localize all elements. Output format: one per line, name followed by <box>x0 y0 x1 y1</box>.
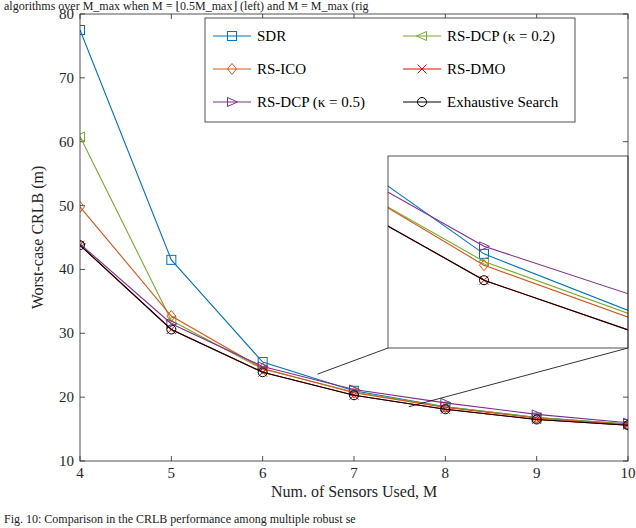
y-tick <box>80 397 85 398</box>
series-marker <box>350 391 359 400</box>
x-axis-label: Num. of Sensors Used, M <box>271 483 437 500</box>
legend-label: RS-DMO <box>447 61 506 77</box>
legend-line <box>403 101 441 102</box>
legend-line <box>403 35 441 36</box>
series-marker <box>167 325 176 334</box>
legend-line <box>213 35 251 36</box>
legend-marker <box>418 65 427 74</box>
x-tick <box>262 456 263 461</box>
y-axis-label: Worst-case CRLB (m) <box>29 166 47 310</box>
x-tick <box>354 456 355 461</box>
y-tick-label: 30 <box>59 325 74 341</box>
legend-label: RS-DCP (κ = 0.5) <box>257 94 365 111</box>
x-tick-label: 6 <box>259 465 267 481</box>
legend-marker <box>228 32 237 41</box>
series-marker <box>167 255 176 264</box>
legend-marker <box>228 98 238 107</box>
inset-line <box>388 156 628 348</box>
x-tick <box>445 456 446 461</box>
inset-line <box>388 156 628 348</box>
series-marker <box>80 25 85 34</box>
x-tick-label: 4 <box>76 465 84 481</box>
x-tick-label: 9 <box>533 465 541 481</box>
y-tick <box>80 333 85 334</box>
series-marker <box>624 421 629 430</box>
plot-area <box>80 14 628 461</box>
plot-frame <box>80 14 628 461</box>
y-tick-label: 20 <box>59 389 74 405</box>
legend-label: RS-ICO <box>257 61 306 77</box>
legend-label: Exhaustive Search <box>447 94 559 110</box>
inset-line <box>388 156 628 348</box>
inset-marker <box>480 260 489 271</box>
series-marker <box>258 368 267 377</box>
caption-bottom: Fig. 10: Comparison in the CRLB performa… <box>4 512 356 526</box>
legend-line <box>213 101 251 102</box>
y-tick-label: 40 <box>59 261 74 277</box>
series-marker <box>80 132 85 141</box>
inset-line <box>388 156 628 348</box>
x-tick-label: 5 <box>168 465 176 481</box>
chart: algorithms over M_max when M = ⌊0.5M_max… <box>0 0 636 528</box>
y-tick-label: 10 <box>59 453 74 469</box>
inset-line <box>388 156 628 348</box>
legend-marker <box>228 64 237 75</box>
x-tick <box>171 456 172 461</box>
y-tick <box>80 269 85 270</box>
inset-frame <box>388 156 628 348</box>
y-tick-label: 70 <box>59 70 74 86</box>
inset-marker <box>480 276 489 285</box>
legend-label: RS-DCP (κ = 0.2) <box>447 28 555 45</box>
y-tick-label: 80 <box>59 6 74 22</box>
y-tick-label: 60 <box>59 134 74 150</box>
inset-connector <box>317 348 388 374</box>
y-tick-label: 50 <box>59 198 74 214</box>
x-tick <box>536 456 537 461</box>
inset-area <box>388 156 628 348</box>
series-marker <box>80 201 85 212</box>
legend <box>205 18 575 122</box>
x-tick-label: 10 <box>621 465 636 481</box>
y-tick <box>80 77 85 78</box>
x-tick-label: 7 <box>350 465 358 481</box>
y-tick <box>623 77 628 78</box>
legend-marker <box>417 32 427 41</box>
y-tick <box>623 397 628 398</box>
series-line <box>80 137 628 424</box>
inset-marker <box>480 242 490 251</box>
legend-marker <box>418 98 427 107</box>
series-marker <box>532 415 541 424</box>
inset-connector <box>409 348 628 407</box>
x-tick-label: 8 <box>442 465 450 481</box>
series-marker <box>80 241 85 250</box>
inset-line <box>388 156 628 348</box>
series-marker <box>441 405 450 414</box>
legend-line <box>213 68 251 69</box>
legend-label: SDR <box>257 28 286 44</box>
inset-series-group <box>388 156 628 348</box>
y-tick <box>623 141 628 142</box>
x-tick <box>171 14 172 19</box>
